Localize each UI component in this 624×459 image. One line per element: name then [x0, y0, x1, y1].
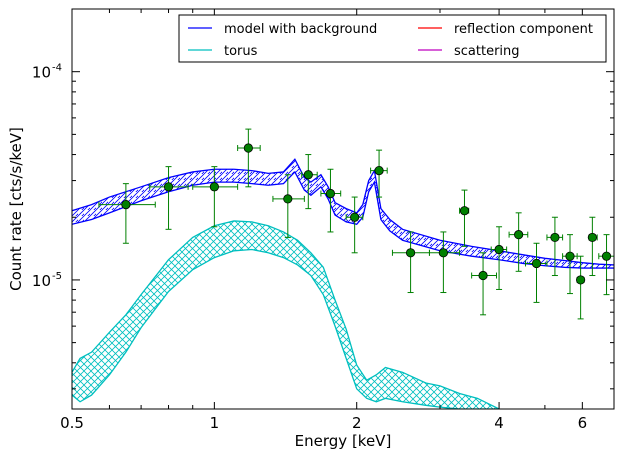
data-point	[490, 226, 508, 290]
data-marker	[601, 251, 612, 261]
data-marker	[531, 258, 542, 269]
data-marker	[459, 206, 470, 216]
legend-label-torus: torus	[224, 44, 258, 59]
y-tick-label-exponent: -4	[52, 63, 62, 74]
data-marker	[576, 275, 586, 285]
data-marker	[325, 188, 336, 199]
x-tick-label: 0.5	[60, 414, 84, 432]
y-tick-label-exponent: -5	[52, 271, 62, 282]
model-with-background-lower-line	[72, 170, 614, 269]
data-marker	[374, 165, 384, 176]
model-with-background-upper-line	[72, 158, 614, 266]
data-point	[576, 255, 586, 320]
data-marker	[514, 230, 524, 240]
data-point	[428, 231, 461, 294]
legend: model with background torus reflection com…	[178, 14, 607, 63]
data-point	[237, 128, 261, 188]
x-tick-label: 2	[352, 414, 362, 432]
data-marker	[350, 212, 360, 222]
x-tick-label: 6	[578, 414, 588, 432]
data-marker	[478, 270, 488, 281]
data-point	[508, 212, 529, 272]
torus-band-fill	[72, 220, 500, 409]
data-marker	[438, 248, 448, 258]
model-with-background-band-fill	[72, 159, 614, 269]
y-tick-label-base: 10	[32, 272, 51, 290]
data-point	[301, 154, 318, 210]
x-axis-label: Energy [keV]	[295, 432, 392, 450]
data-marker	[283, 194, 293, 204]
data-marker	[587, 232, 597, 243]
data-marker	[163, 182, 174, 192]
plot-frame	[71, 8, 615, 410]
y-tick-label-base: 10	[32, 64, 51, 82]
data-point	[98, 183, 156, 244]
x-tick-label: 4	[494, 414, 504, 432]
data-point	[459, 189, 470, 247]
data-point	[149, 166, 189, 230]
data-marker	[243, 143, 253, 153]
data-marker	[121, 200, 131, 210]
data-point	[471, 252, 497, 316]
legend-label-model-with-background: model with background	[224, 22, 377, 37]
torus-upper-line	[72, 220, 500, 409]
data-point	[525, 242, 548, 303]
data-point	[587, 216, 598, 277]
data-point	[370, 149, 388, 198]
data-point	[391, 231, 430, 294]
legend-label-scattering: scattering	[454, 44, 520, 59]
x-tick-label: 1	[210, 414, 220, 432]
data-marker	[405, 248, 416, 258]
data-point	[192, 166, 239, 228]
data-marker	[565, 251, 575, 261]
plot-area	[72, 128, 614, 409]
x-tick-labels: 0.5 1 2 4 6	[60, 414, 587, 432]
y-axis-label: Count rate [cts/s/keV]	[7, 127, 25, 291]
data-marker	[550, 232, 560, 243]
legend-label-reflection-component: reflection component	[454, 22, 593, 37]
data-point	[562, 234, 578, 295]
data-marker	[494, 244, 504, 255]
data-marker	[209, 182, 219, 192]
data-point	[546, 216, 564, 277]
y-tick-labels: 10-410-5	[32, 63, 62, 290]
data-marker	[303, 170, 313, 180]
data-point	[320, 168, 342, 233]
data-point	[598, 234, 614, 296]
legend-box	[178, 14, 607, 63]
torus-lower-line	[72, 248, 500, 409]
data-point	[272, 174, 305, 238]
data-point	[345, 196, 364, 254]
